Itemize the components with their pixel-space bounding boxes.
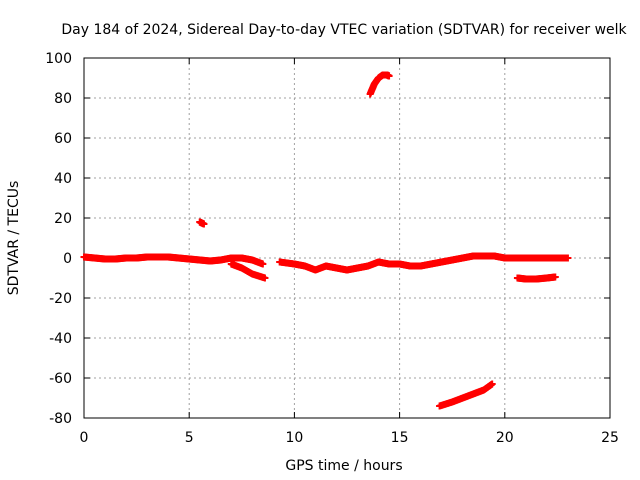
x-tick-label: 5 bbox=[185, 430, 194, 446]
plot-frame bbox=[83, 57, 611, 419]
data-point bbox=[261, 274, 269, 282]
data-point bbox=[564, 254, 572, 262]
data-point bbox=[259, 260, 267, 268]
x-tick-label: 25 bbox=[601, 430, 619, 446]
grid-lines bbox=[84, 58, 610, 418]
y-tick-label: 60 bbox=[54, 131, 72, 147]
x-tick-label: 15 bbox=[391, 430, 409, 446]
x-tick-label: 0 bbox=[80, 430, 89, 446]
y-tick-label: 40 bbox=[54, 171, 72, 187]
x-axis: 0 5 10 15 20 25 bbox=[80, 58, 619, 446]
data-points bbox=[80, 71, 572, 410]
y-tick-label: 100 bbox=[45, 51, 72, 67]
chart-title: Day 184 of 2024, Sidereal Day-to-day VTE… bbox=[61, 22, 627, 38]
y-axis-label: SDTVAR / TECUs bbox=[6, 181, 22, 296]
y-tick-label: 0 bbox=[63, 251, 72, 267]
y-tick-label: -60 bbox=[49, 371, 72, 387]
x-axis-label: GPS time / hours bbox=[285, 458, 402, 474]
y-tick-label: -20 bbox=[49, 291, 72, 307]
data-point bbox=[488, 380, 496, 388]
x-tick-label: 10 bbox=[285, 430, 303, 446]
y-tick-label: 80 bbox=[54, 91, 72, 107]
y-tick-label: 20 bbox=[54, 211, 72, 227]
data-point bbox=[385, 72, 393, 80]
x-tick-label: 20 bbox=[496, 430, 514, 446]
y-tick-label: -40 bbox=[49, 331, 72, 347]
data-point bbox=[200, 220, 208, 228]
y-axis: -80 -60 -40 -20 0 20 40 60 80 100 bbox=[45, 51, 610, 427]
data-point bbox=[551, 273, 559, 281]
y-tick-label: -80 bbox=[49, 411, 72, 427]
